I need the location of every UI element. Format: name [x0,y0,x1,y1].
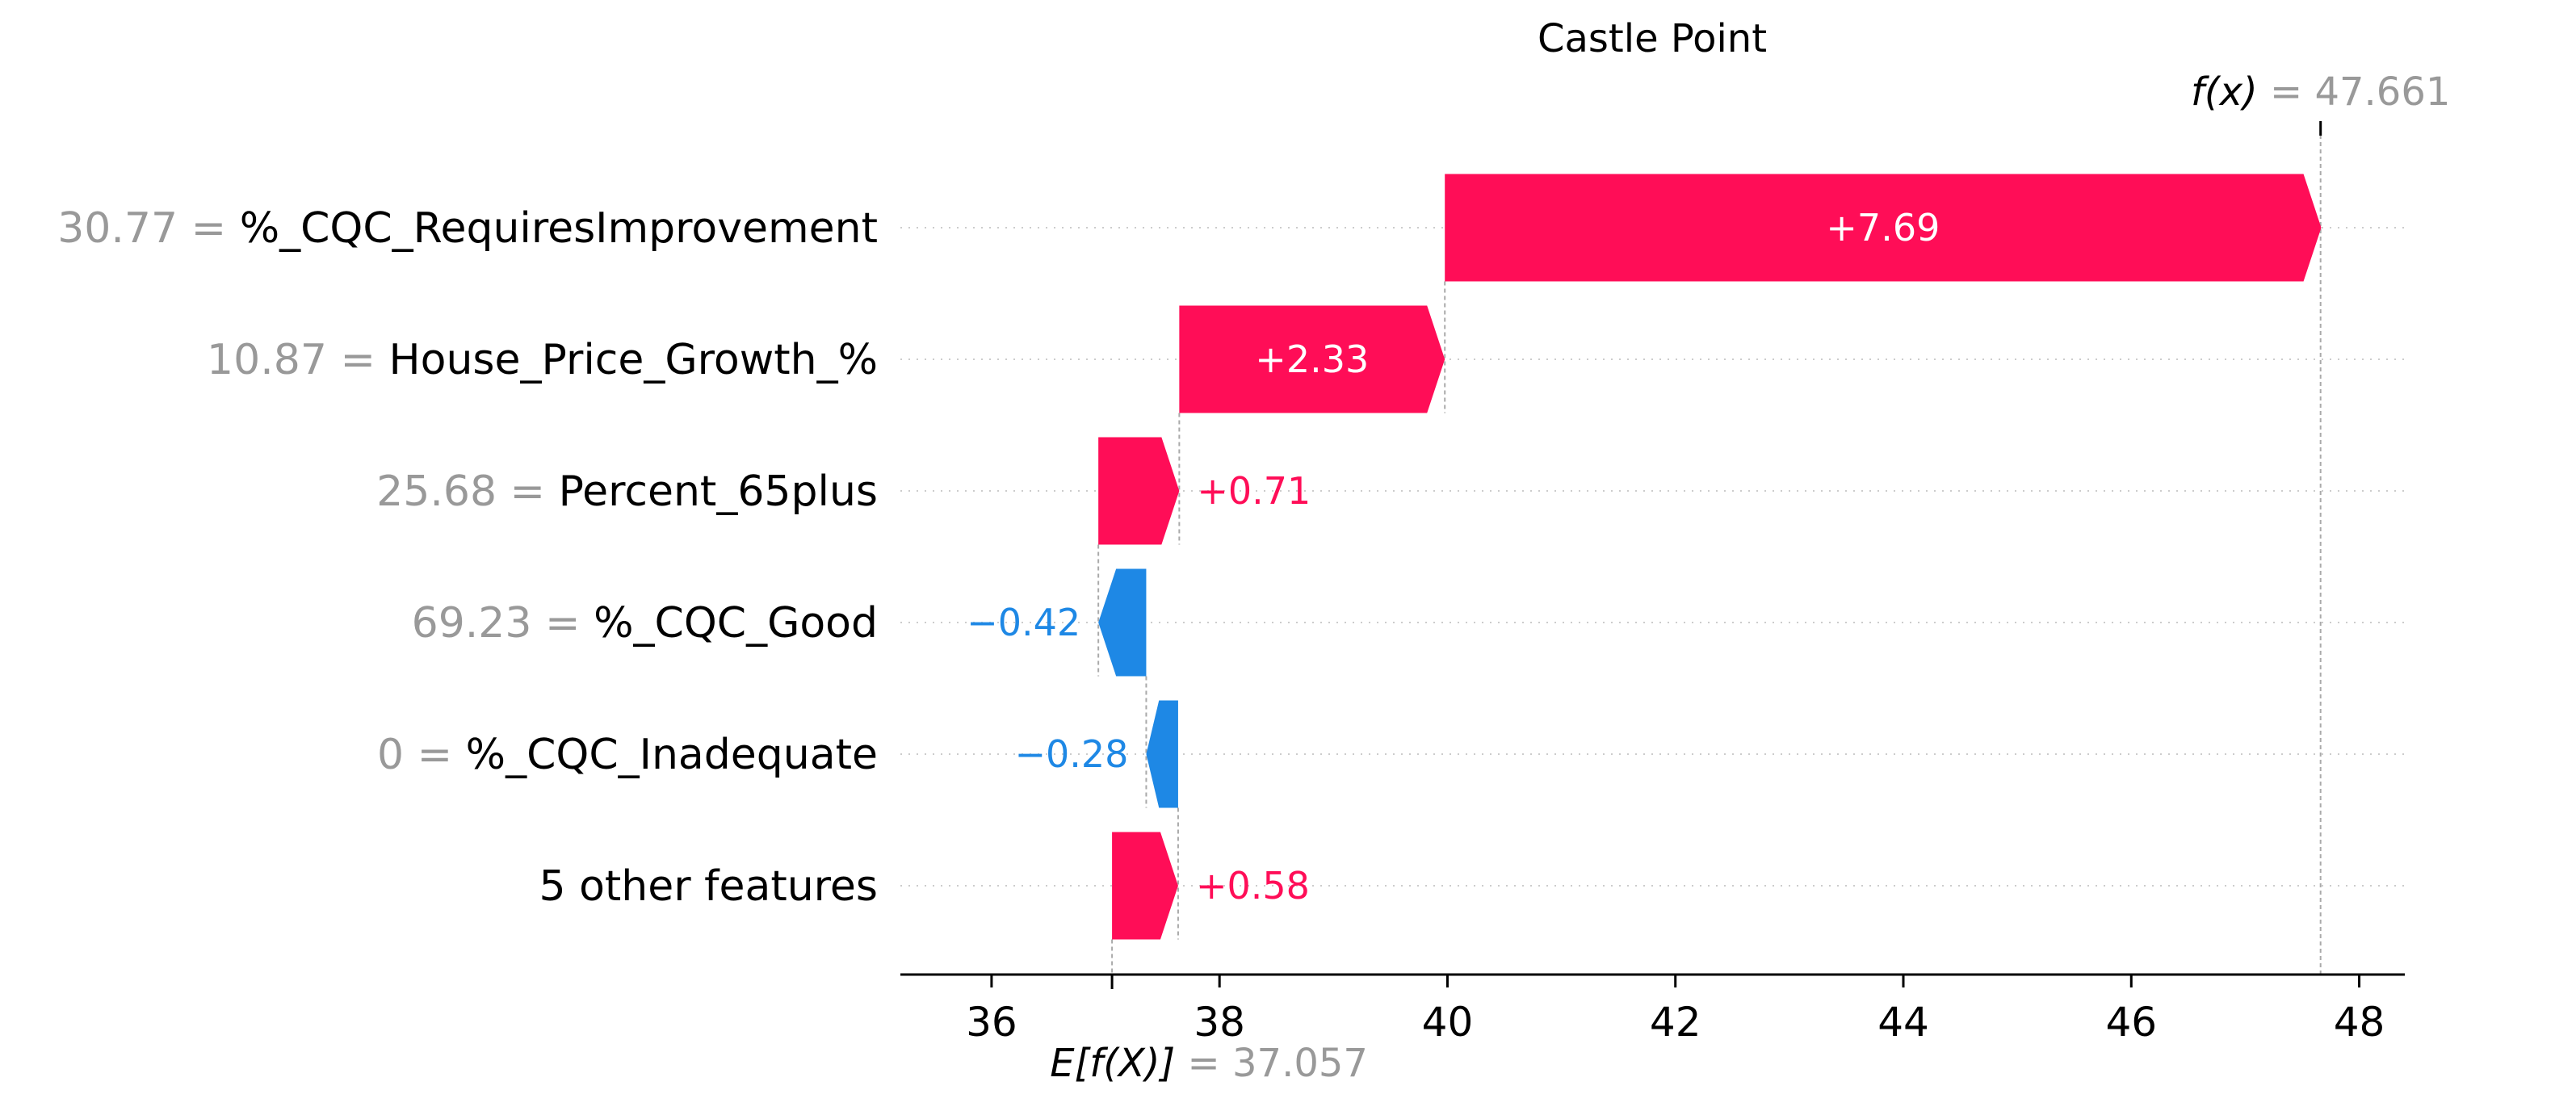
x-tick-label: 38 [1194,999,1245,1046]
feature-label: 69.23 = %_CQC_Good [412,599,878,648]
shap-value-label: −0.42 [967,601,1080,644]
feature-name: %_CQC_Good [594,599,878,648]
feature-value: 0 = [377,731,466,779]
shap-value-label: −0.28 [1014,732,1128,776]
shap-value-label: +2.33 [1255,337,1369,381]
feature-name: %_CQC_Inadequate [466,731,878,779]
x-tick-label: 36 [966,999,1017,1046]
feature-value: 25.68 = [376,467,559,516]
shap-value-label: +7.69 [1826,206,1940,249]
feature-value: 10.87 = [207,336,389,384]
x-tick-label: 46 [2105,999,2157,1046]
positive-bar [1098,437,1180,545]
output-eq: = [2258,69,2315,115]
base-value: 37.057 [1232,1041,1368,1086]
feature-label: 25.68 = Percent_65plus [376,467,878,516]
chart-title: Castle Point [1538,16,1767,61]
feature-value: 30.77 = [57,204,240,253]
connector-lines [1097,128,2322,983]
base-eq: = [1175,1041,1232,1086]
feature-label: 0 = %_CQC_Inadequate [377,731,878,779]
positive-bar [1179,305,1445,413]
feature-name: %_CQC_RequiresImprovement [240,204,878,253]
x-tick-label: 44 [1877,999,1929,1046]
row-gridlines [900,227,2405,887]
output-value-label: f(x) = 47.661 [2191,69,2450,115]
feature-value: 69.23 = [412,599,594,648]
feature-name: House_Price_Growth_% [389,336,878,384]
x-tick-label: 48 [2334,999,2385,1046]
feature-label: 10.87 = House_Price_Growth_% [207,336,878,384]
output-expr: f(x) [2191,69,2258,115]
feature-name: 5 other features [539,862,878,911]
output-value: 47.661 [2314,69,2450,115]
positive-bar [1445,174,2322,282]
feature-label: 30.77 = %_CQC_RequiresImprovement [57,204,878,253]
x-axis: 36 38 40 42 44 46 48 [900,121,2405,1046]
bars [1098,174,2322,940]
negative-bar [1146,700,1178,808]
base-value-label: E[f(X)] = 37.057 [1050,1041,1368,1086]
shap-value-label: +0.71 [1197,469,1311,513]
feature-labels: 30.77 = %_CQC_RequiresImprovement +7.69 10… [57,69,2450,1086]
feature-label: 5 other features [539,862,878,911]
base-expr: E[f(X)] [1050,1041,1175,1086]
x-tick-label: 40 [1422,999,1474,1046]
feature-name: Percent_65plus [559,467,878,516]
positive-bar [1112,832,1178,940]
x-tick-label: 42 [1650,999,1701,1046]
negative-bar [1098,568,1147,677]
shap-value-label: +0.58 [1196,864,1310,908]
